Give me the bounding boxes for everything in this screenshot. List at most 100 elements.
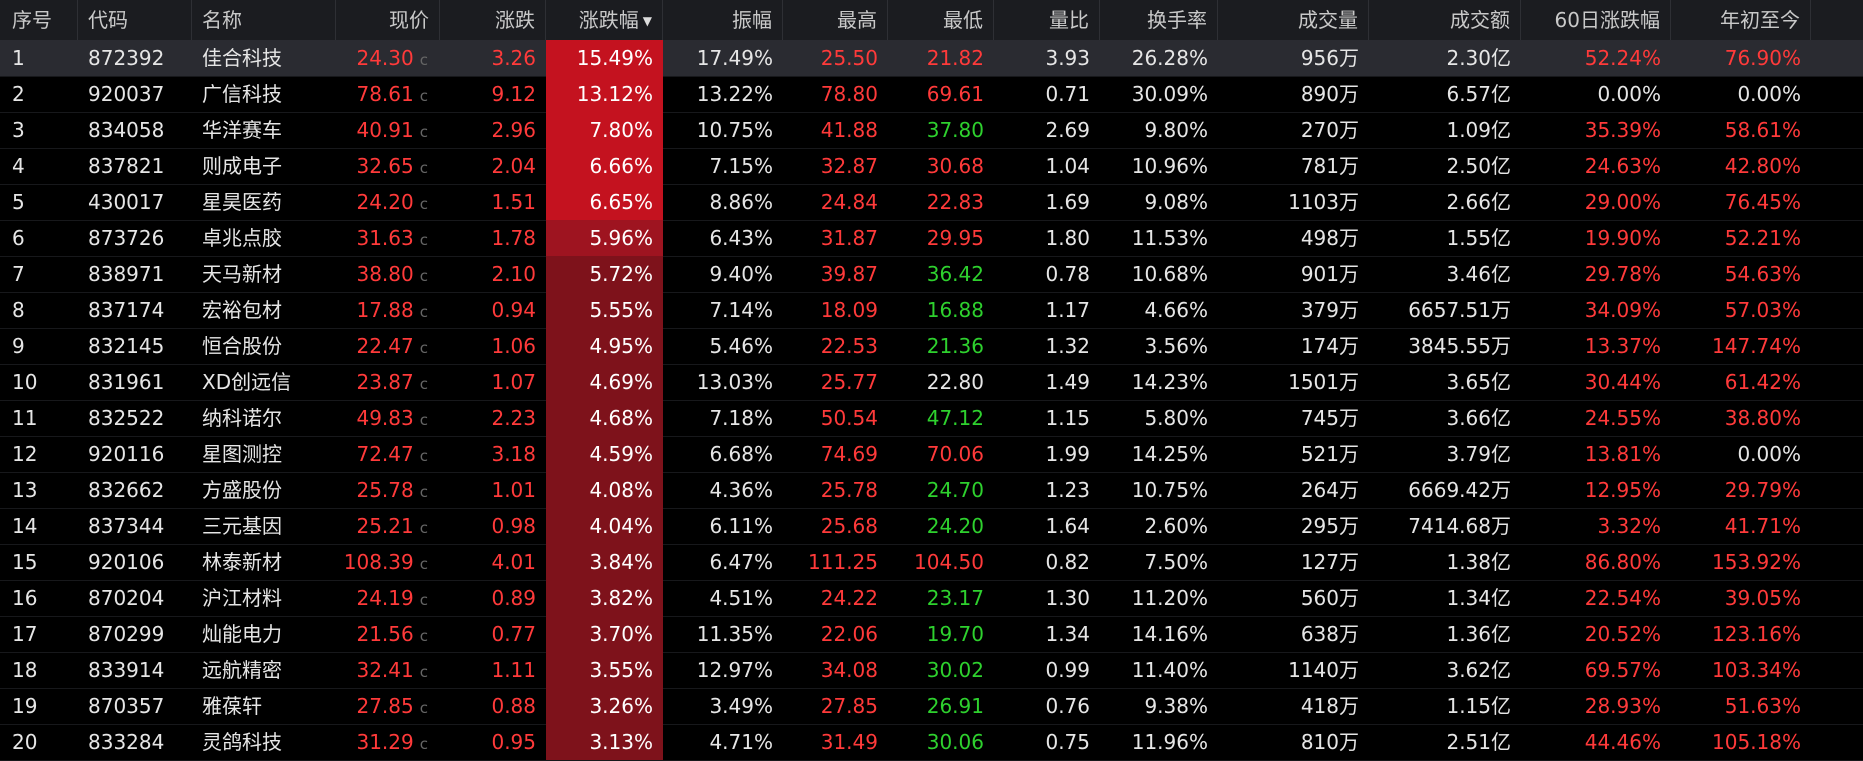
- table-row[interactable]: 7 838971 天马新材 38.80 c 2.10 5.72% 9.40% 39.87 36.4…: [0, 256, 1863, 293]
- table-row[interactable]: 5 430017 星昊医药 24.20 c 1.51 6.65% 8.86% 24.84 22.8…: [0, 184, 1863, 221]
- cell-value: 3.49%: [709, 694, 773, 718]
- table-row[interactable]: 19 870357 雅葆轩 27.85 c 0.88 3.26% 3.49% 27.85 26.9…: [0, 688, 1863, 725]
- cell-volume-ratio: 1.49: [994, 364, 1100, 400]
- cell-value: 32.65: [356, 154, 414, 178]
- cell-value: 147.74%: [1712, 334, 1801, 358]
- cell-value: 38.80%: [1724, 406, 1801, 430]
- cell-value: 25.21: [356, 514, 414, 538]
- cell-change: 2.10: [440, 256, 546, 292]
- cell-value: 4.66%: [1144, 298, 1208, 322]
- table-row[interactable]: 3 834058 华洋赛车 40.91 c 2.96 7.80% 10.75% 41.88 37.…: [0, 112, 1863, 149]
- header-col-price[interactable]: 现价: [336, 0, 440, 40]
- cell-value: 6.47%: [709, 550, 773, 574]
- cell-value: 18: [12, 658, 38, 682]
- cell-price: 108.39 c: [336, 544, 440, 580]
- cell-price: 24.20 c: [336, 184, 440, 220]
- table-row[interactable]: 11 832522 纳科诺尔 49.83 c 2.23 4.68% 7.18% 50.54 47.…: [0, 400, 1863, 437]
- cell-index: 20: [0, 724, 78, 760]
- table-row[interactable]: 20 833284 灵鸽科技 31.29 c 0.95 3.13% 4.71% 31.49 30.…: [0, 724, 1863, 761]
- cell-low: 22.80: [888, 364, 994, 400]
- c-marker-icon: c: [419, 447, 428, 465]
- header-col-change-pct[interactable]: 涨跌幅 ▼: [546, 0, 663, 40]
- cell-value: 22.47: [356, 334, 414, 358]
- cell-value: 781万: [1300, 154, 1359, 178]
- cell-amplitude: 5.46%: [663, 328, 783, 364]
- header-col-ytd[interactable]: 年初至今: [1671, 0, 1811, 40]
- cell-price: 25.78 c: [336, 472, 440, 508]
- cell-low: 37.80: [888, 112, 994, 148]
- table-row[interactable]: 6 873726 卓兆点胶 31.63 c 1.78 5.96% 6.43% 31.87 29.9…: [0, 220, 1863, 257]
- cell-change-pct: 4.68%: [546, 400, 663, 436]
- table-row[interactable]: 2 920037 广信科技 78.61 c 9.12 13.12% 13.22% 78.80 69…: [0, 76, 1863, 113]
- cell-value: 0.76: [1045, 694, 1090, 718]
- cell-value: 7.80%: [589, 118, 653, 142]
- cell-value: 31.87: [820, 226, 878, 250]
- cell-value: 0.78: [1045, 262, 1090, 286]
- table-row[interactable]: 10 831961 XD创远信 23.87 c 1.07 4.69% 13.03% 25.77 2…: [0, 364, 1863, 401]
- header-col-turnover[interactable]: 换手率: [1100, 0, 1218, 40]
- table-row[interactable]: 8 837174 宏裕包材 17.88 c 0.94 5.55% 7.14% 18.09 16.8…: [0, 292, 1863, 329]
- header-col-amplitude[interactable]: 振幅: [663, 0, 783, 40]
- cell-index: 6: [0, 220, 78, 256]
- cell-name: 星图测控: [192, 436, 336, 472]
- cell-change-pct: 6.66%: [546, 148, 663, 184]
- cell-name: 天马新材: [192, 256, 336, 292]
- cell-value: 6657.51万: [1408, 298, 1511, 322]
- cell-change: 1.78: [440, 220, 546, 256]
- header-col-amount[interactable]: 成交额: [1369, 0, 1521, 40]
- cell-60d-change: 20.52%: [1521, 616, 1671, 652]
- cell-value: 2: [12, 82, 25, 106]
- cell-change: 3.26: [440, 40, 546, 76]
- cell-value: 873726: [88, 226, 165, 250]
- table-row[interactable]: 4 837821 则成电子 32.65 c 2.04 6.66% 7.15% 32.87 30.6…: [0, 148, 1863, 185]
- cell-value: 1.51: [491, 190, 536, 214]
- cell-value: 21.36: [926, 334, 984, 358]
- table-row[interactable]: 16 870204 沪江材料 24.19 c 0.89 3.82% 4.51% 24.22 23.…: [0, 580, 1863, 617]
- cell-code: 870299: [78, 616, 192, 652]
- cell-ytd: 0.00%: [1671, 76, 1811, 112]
- cell-value: 1.99: [1045, 442, 1090, 466]
- c-marker-icon: c: [419, 591, 428, 609]
- cell-high: 25.68: [783, 508, 888, 544]
- table-row[interactable]: 13 832662 方盛股份 25.78 c 1.01 4.08% 4.36% 25.78 24.…: [0, 472, 1863, 509]
- table-row[interactable]: 18 833914 远航精密 32.41 c 1.11 3.55% 12.97% 34.08 30…: [0, 652, 1863, 689]
- table-row[interactable]: 1 872392 佳合科技 24.30 c 3.26 15.49% 17.49% 25.50 21…: [0, 40, 1863, 77]
- header-col-change[interactable]: 涨跌: [440, 0, 546, 40]
- table-row[interactable]: 12 920116 星图测控 72.47 c 3.18 4.59% 6.68% 74.69 70.…: [0, 436, 1863, 473]
- table-row[interactable]: 17 870299 灿能电力 21.56 c 0.77 3.70% 11.35% 22.06 19…: [0, 616, 1863, 653]
- header-col-name[interactable]: 名称: [192, 0, 336, 40]
- cell-value: 19: [12, 694, 38, 718]
- header-col-volume-ratio[interactable]: 量比: [994, 0, 1100, 40]
- cell-value: 833914: [88, 658, 165, 682]
- cell-amount: 2.50亿: [1369, 148, 1521, 184]
- header-col-code[interactable]: 代码: [78, 0, 192, 40]
- cell-ytd: 54.63%: [1671, 256, 1811, 292]
- header-col-low[interactable]: 最低: [888, 0, 994, 40]
- table-row[interactable]: 15 920106 林泰新材 108.39 c 4.01 3.84% 6.47% 111.25 1…: [0, 544, 1863, 581]
- c-marker-icon: c: [419, 195, 428, 213]
- cell-price: 24.19 c: [336, 580, 440, 616]
- cell-value: 16.88: [926, 298, 984, 322]
- cell-volume-ratio: 0.82: [994, 544, 1100, 580]
- c-marker-icon: c: [419, 51, 428, 69]
- header-col-index[interactable]: 序号: [0, 0, 78, 40]
- table-row[interactable]: 9 832145 恒合股份 22.47 c 1.06 4.95% 5.46% 22.53 21.3…: [0, 328, 1863, 365]
- cell-value: 4.71%: [709, 730, 773, 754]
- cell-value: 30.68: [926, 154, 984, 178]
- cell-value: 25.50: [820, 46, 878, 70]
- cell-value: 22.80: [926, 370, 984, 394]
- c-marker-icon: c: [419, 627, 428, 645]
- cell-change: 0.98: [440, 508, 546, 544]
- cell-value: 24.63%: [1584, 154, 1661, 178]
- cell-value: 11.40%: [1131, 658, 1208, 682]
- cell-value: 远航精密: [202, 658, 282, 682]
- cell-code: 872392: [78, 40, 192, 76]
- cell-60d-change: 35.39%: [1521, 112, 1671, 148]
- header-col-volume[interactable]: 成交量: [1218, 0, 1369, 40]
- cell-amount: 3.65亿: [1369, 364, 1521, 400]
- cell-amount: 3.62亿: [1369, 652, 1521, 688]
- cell-price: 49.83 c: [336, 400, 440, 436]
- header-col-60d-change[interactable]: 60日涨跌幅: [1521, 0, 1671, 40]
- table-row[interactable]: 14 837344 三元基因 25.21 c 0.98 4.04% 6.11% 25.68 24.…: [0, 508, 1863, 545]
- header-col-high[interactable]: 最高: [783, 0, 888, 40]
